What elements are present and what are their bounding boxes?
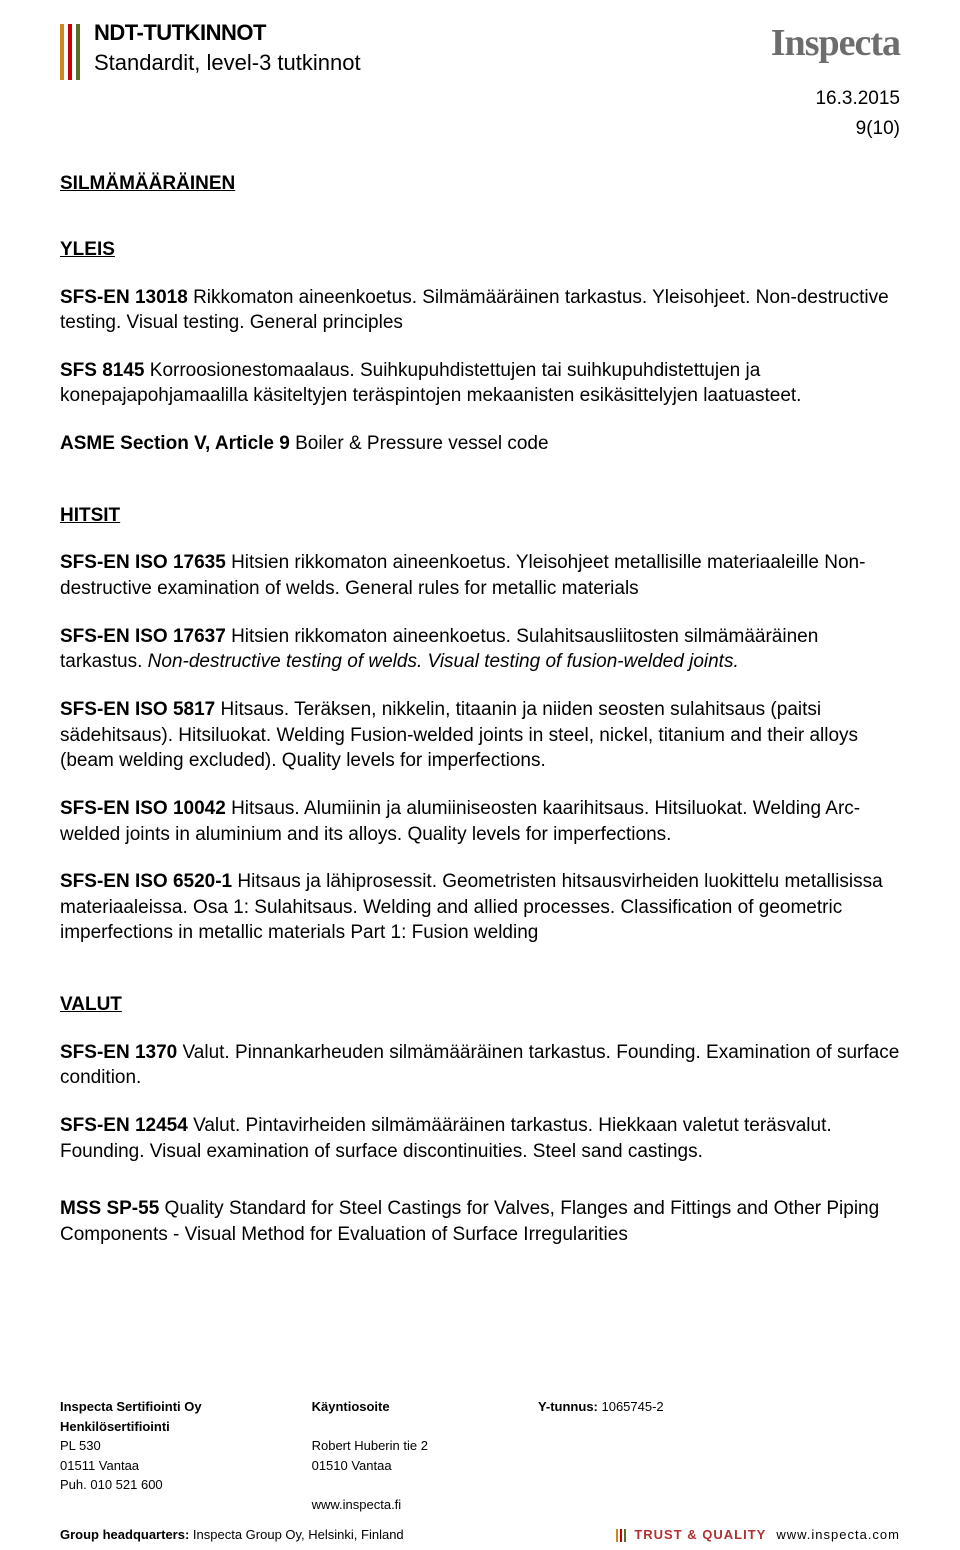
footer-vat-label: Y-tunnus: [538,1399,598,1414]
std-code: MSS SP-55 [60,1198,159,1219]
para-sfs-en-iso-17635: SFS-EN ISO 17635 Hitsien rikkomaton aine… [60,550,900,601]
para-sfs-en-13018: SFS-EN 13018 Rikkomaton aineenkoetus. Si… [60,285,900,336]
footer-company: Inspecta Sertifiointi Oy [60,1399,202,1414]
footer-city2: 01510 Vantaa [312,1458,392,1473]
flag-bar-2 [68,24,72,80]
para-sfs-8145: SFS 8145 Korroosionestomaalaus. Suihkupu… [60,358,900,409]
std-code: SFS-EN ISO 10042 [60,798,226,819]
footer-hq: Group headquarters: Inspecta Group Oy, H… [60,1526,404,1544]
doc-title: NDT-TUTKINNOT [94,18,361,48]
std-code: SFS-EN 12454 [60,1115,188,1136]
std-desc-italic: Non-destructive testing of welds. Visual… [148,651,739,672]
tq-bar-3 [624,1529,626,1542]
para-sfs-en-1370: SFS-EN 1370 Valut. Pinnankarheuden silmä… [60,1040,900,1091]
trust-quality-badge: TRUST & QUALITY www.inspecta.com [616,1526,900,1544]
para-mss-sp-55: MSS SP-55 Quality Standard for Steel Cas… [60,1196,900,1247]
std-code: SFS-EN 1370 [60,1042,177,1063]
doc-date: 16.3.2015 [0,86,900,112]
footer-url-fi: www.inspecta.fi [312,1497,402,1512]
brand-logo: Inspecta [771,18,900,69]
footer-vat: 1065745-2 [598,1399,664,1414]
std-code: SFS-EN ISO 5817 [60,699,215,720]
sub-heading-hitsit: HITSIT [60,503,900,529]
header-left: NDT-TUTKINNOT Standardit, level-3 tutkin… [60,18,361,80]
page-footer: Inspecta Sertifiointi Oy Henkilösertifio… [0,1397,960,1514]
doc-subtitle: Standardit, level-3 tutkinnot [94,48,361,78]
para-asme: ASME Section V, Article 9 Boiler & Press… [60,431,900,457]
page-header: NDT-TUTKINNOT Standardit, level-3 tutkin… [0,0,960,80]
footer-hq-value: Inspecta Group Oy, Helsinki, Finland [189,1527,403,1542]
footer-url-com: www.inspecta.com [776,1526,900,1544]
para-sfs-en-iso-6520-1: SFS-EN ISO 6520-1 Hitsaus ja lähiprosess… [60,869,900,946]
footer-phone: Puh. 010 521 600 [60,1477,163,1492]
sub-heading-yleis: YLEIS [60,237,900,263]
footer-hq-label: Group headquarters: [60,1527,189,1542]
date-pageno: 16.3.2015 9(10) [0,86,960,141]
logo-flag-icon [60,24,84,80]
std-desc: Valut. Pinnankarheuden silmämääräinen ta… [60,1042,899,1089]
footer-col-address: Käyntiosoite Robert Huberin tie 2 01510 … [312,1397,428,1514]
para-sfs-en-iso-17637: SFS-EN ISO 17637 Hitsien rikkomaton aine… [60,624,900,675]
tq-bar-2 [620,1529,622,1542]
tq-flag-icon [616,1529,628,1542]
para-sfs-en-iso-5817: SFS-EN ISO 5817 Hitsaus. Teräksen, nikke… [60,697,900,774]
std-code: SFS 8145 [60,360,145,381]
flag-bar-3 [76,24,80,80]
std-desc: Boiler & Pressure vessel code [290,433,549,454]
std-desc: Korroosionestomaalaus. Suihkupuhdistettu… [60,360,801,407]
page-number: 9(10) [0,116,900,142]
footer-street: Robert Huberin tie 2 [312,1438,428,1453]
para-sfs-en-iso-10042: SFS-EN ISO 10042 Hitsaus. Alumiinin ja a… [60,796,900,847]
footer-pobox: PL 530 [60,1438,101,1453]
sub-heading-valut: VALUT [60,992,900,1018]
std-code: SFS-EN ISO 17635 [60,552,226,573]
footer-bottom: Group headquarters: Inspecta Group Oy, H… [0,1526,960,1544]
footer-columns: Inspecta Sertifiointi Oy Henkilösertifio… [60,1397,900,1514]
footer-col-vat: Y-tunnus: 1065745-2 [538,1397,664,1514]
footer-dept: Henkilösertifiointi [60,1419,170,1434]
tq-text: TRUST & QUALITY [634,1526,766,1544]
footer-visit-label: Käyntiosoite [312,1399,390,1414]
header-titles: NDT-TUTKINNOT Standardit, level-3 tutkin… [94,18,361,77]
std-code: SFS-EN ISO 6520-1 [60,871,232,892]
section-heading-silmamaarainen: SILMÄMÄÄRÄINEN [60,171,900,197]
para-sfs-en-12454: SFS-EN 12454 Valut. Pintavirheiden silmä… [60,1113,900,1164]
content-area: SILMÄMÄÄRÄINEN YLEIS SFS-EN 13018 Rikkom… [0,141,960,1247]
std-desc: Quality Standard for Steel Castings for … [60,1198,879,1245]
footer-city1: 01511 Vantaa [60,1458,139,1473]
std-code: SFS-EN ISO 17637 [60,626,226,647]
footer-col-company: Inspecta Sertifiointi Oy Henkilösertifio… [60,1397,202,1514]
std-code: ASME Section V, Article 9 [60,433,290,454]
tq-bar-1 [616,1529,618,1542]
flag-bar-1 [60,24,64,80]
std-code: SFS-EN 13018 [60,287,188,308]
